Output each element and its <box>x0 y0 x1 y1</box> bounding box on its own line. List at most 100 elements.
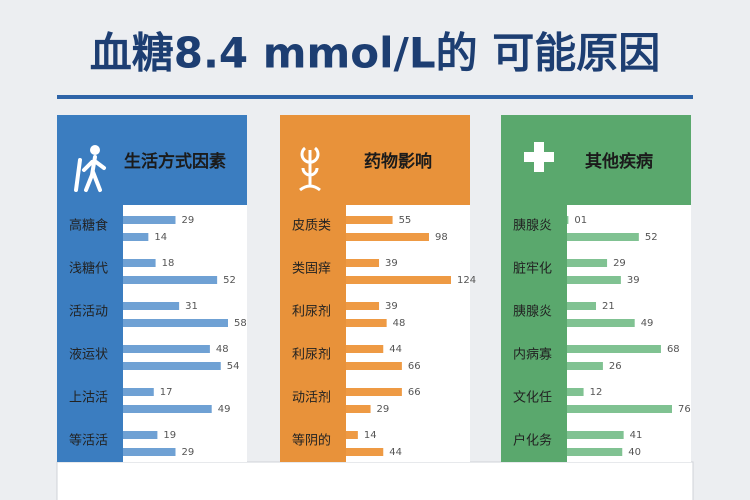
row-label: 活活动 <box>69 305 108 320</box>
row-label: 浅糖代 <box>69 261 108 277</box>
row-label: 胰腺炎 <box>513 219 552 234</box>
bar <box>123 388 154 396</box>
bar <box>567 431 624 439</box>
value-label: 39 <box>385 301 398 312</box>
panel-header <box>57 115 247 205</box>
row-label: 等活活 <box>69 433 108 449</box>
row-label: 利尿剂 <box>292 348 331 363</box>
bar <box>567 319 635 327</box>
bar <box>123 276 218 284</box>
value-label: 55 <box>399 215 412 226</box>
value-label: 12 <box>590 387 603 398</box>
bar <box>567 388 584 396</box>
bar <box>567 276 621 284</box>
row-label: 户化务 <box>513 433 552 449</box>
bar <box>123 431 158 439</box>
value-label: 76 <box>678 404 691 415</box>
value-label: 49 <box>641 318 654 329</box>
row-label: 胰腺炎 <box>513 305 552 320</box>
value-label: 41 <box>630 430 643 441</box>
row-label: 液运状 <box>69 348 108 363</box>
panel-title: 其他疾病 <box>585 151 653 172</box>
value-label: 98 <box>435 232 448 243</box>
bar <box>346 345 384 353</box>
value-label: 21 <box>602 301 615 312</box>
value-label: 52 <box>223 275 236 286</box>
row-label: 皮质类 <box>292 219 331 234</box>
value-label: 29 <box>182 447 195 458</box>
value-label: 68 <box>667 344 680 355</box>
panel-title: 生活方式因素 <box>124 151 226 172</box>
bar <box>346 431 358 439</box>
row-label: 高糖食 <box>69 218 108 234</box>
row-label: 动活剂 <box>292 391 331 406</box>
bar <box>567 259 608 267</box>
bar <box>123 405 212 413</box>
value-label: 29 <box>377 404 390 415</box>
bar <box>123 319 228 327</box>
value-label: 40 <box>628 447 641 458</box>
bar <box>346 388 402 396</box>
value-label: 124 <box>457 275 476 286</box>
bar <box>123 216 176 224</box>
bar <box>123 302 180 310</box>
value-label: 44 <box>389 447 402 458</box>
icon <box>90 145 100 155</box>
bar <box>567 216 569 224</box>
value-label: 17 <box>160 387 173 398</box>
value-label: 39 <box>385 258 398 269</box>
title-rule <box>57 95 693 99</box>
value-label: 29 <box>182 215 195 226</box>
value-label: 54 <box>227 361 240 372</box>
row-label: 等阴的 <box>292 433 331 449</box>
row-label: 上沽活 <box>69 391 108 406</box>
value-label: 48 <box>216 344 229 355</box>
bar <box>567 405 672 413</box>
bar <box>346 302 380 310</box>
bar <box>346 405 371 413</box>
bar <box>123 448 176 456</box>
panel-header <box>280 115 470 205</box>
row-label: 类固痒 <box>292 261 331 277</box>
icon <box>299 146 321 192</box>
bar <box>346 233 429 241</box>
bar <box>346 216 393 224</box>
bar <box>123 233 149 241</box>
value-label: 49 <box>218 404 231 415</box>
bar <box>567 233 639 241</box>
bar <box>346 448 384 456</box>
bar <box>567 362 603 370</box>
bar <box>346 259 380 267</box>
value-label: 66 <box>408 387 421 398</box>
value-label: 14 <box>154 232 167 243</box>
bar <box>123 259 156 267</box>
row-label: 脏牢化 <box>513 262 552 277</box>
value-label: 52 <box>645 232 658 243</box>
row-label: 内病寡 <box>513 347 552 363</box>
value-label: 19 <box>163 430 176 441</box>
bar <box>567 448 623 456</box>
value-label: 01 <box>574 215 587 226</box>
icon <box>524 142 554 172</box>
bar <box>346 362 402 370</box>
bar <box>567 302 597 310</box>
page-title: 血糖8.4 mmol/L的 可能原因 <box>90 29 661 78</box>
row-label: 利尿剂 <box>292 305 331 320</box>
row-label: 文化任 <box>513 391 552 406</box>
value-label: 31 <box>185 301 198 312</box>
bar <box>123 362 221 370</box>
icon <box>74 155 106 192</box>
value-label: 44 <box>389 344 402 355</box>
footer-box <box>56 461 694 500</box>
bar <box>346 276 451 284</box>
value-label: 18 <box>162 258 175 269</box>
value-label: 58 <box>234 318 247 329</box>
bar <box>567 345 661 353</box>
bar <box>346 319 387 327</box>
